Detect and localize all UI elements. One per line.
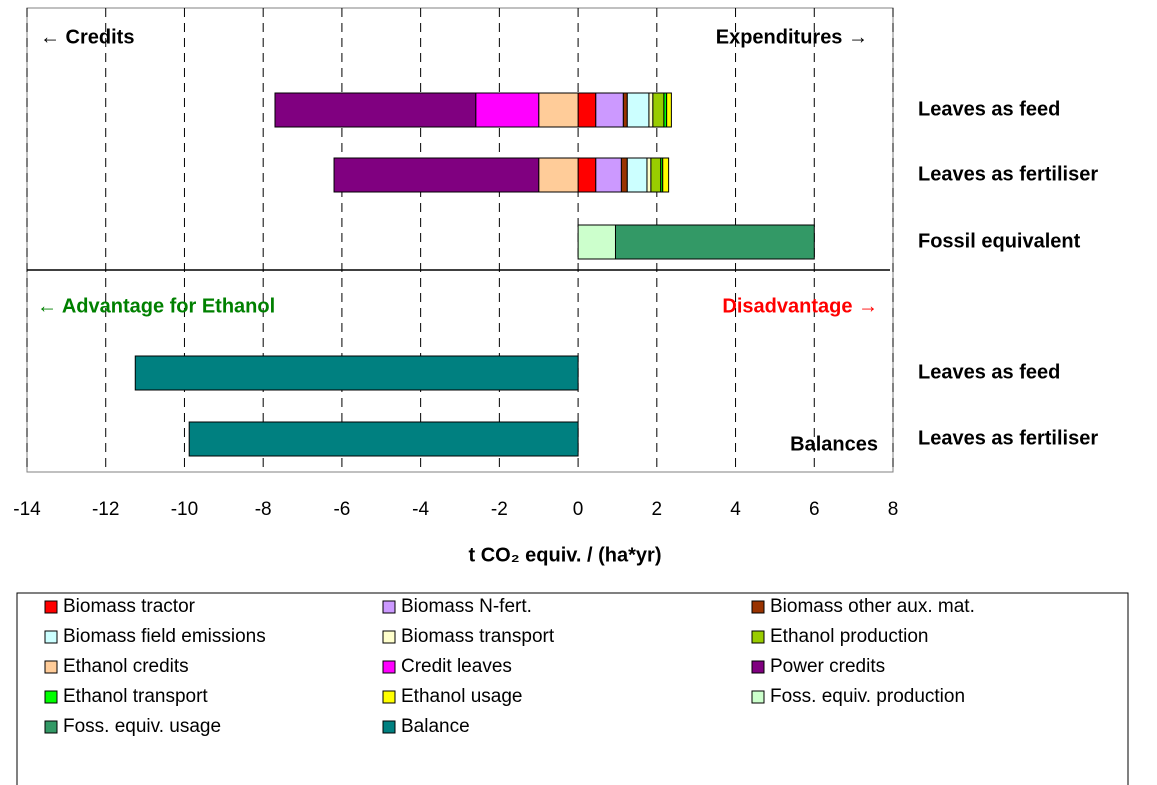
category-label: Leaves as fertiliser [918,427,1098,449]
bar-segment [274,92,477,128]
legend-marker [382,720,396,734]
legend-marker [382,600,396,614]
bar-segment [620,157,628,193]
legend-label: Biomass tractor [63,596,196,617]
x-tick-label: -8 [255,499,272,520]
category-label: Leaves as feed [918,98,1060,120]
legend-marker [751,630,765,644]
legend-label: Foss. equiv. production [770,686,965,707]
bar-segment [650,157,662,193]
legend-label: Biomass field emissions [63,626,266,647]
x-tick-label: -2 [491,499,508,520]
bar-segment [666,92,672,128]
x-tick-label: -6 [333,499,350,520]
legend-marker [382,630,396,644]
legend-label: Ethanol production [770,626,928,647]
bar-segment [662,157,670,193]
bar-segment [188,421,579,457]
bar-segment [475,92,540,128]
legend-marker [44,600,58,614]
bar-segment [333,157,540,193]
legend-label: Ethanol credits [63,656,189,677]
x-tick-label: 0 [573,499,584,520]
legend-label: Foss. equiv. usage [63,716,221,737]
legend-marker [44,690,58,704]
bar-segment [595,157,622,193]
annotation: Balances [790,433,878,455]
legend-marker [751,600,765,614]
bar-segment [595,92,624,128]
x-axis-label: t CO₂ equiv. / (ha*yr) [469,544,662,566]
x-tick-label: 6 [809,499,820,520]
legend-marker [44,660,58,674]
bar-segment [646,157,652,193]
bar-segment [652,92,665,128]
x-tick-label: -12 [92,499,119,520]
x-tick-label: 4 [730,499,741,520]
legend-label: Ethanol usage [401,686,523,707]
bar-segment [614,224,815,260]
x-tick-label: -4 [412,499,429,520]
x-tick-label: 2 [652,499,663,520]
legend-label: Ethanol transport [63,686,208,707]
legend-marker [44,630,58,644]
bar-segment [577,157,597,193]
legend-marker [751,660,765,674]
legend-marker [44,720,58,734]
legend-label: Power credits [770,656,885,677]
category-label: Fossil equivalent [918,230,1081,252]
annotation: ← Credits [40,26,134,48]
legend-label: Biomass N-fert. [401,596,532,617]
bar-segment [577,92,597,128]
legend-label: Biomass other aux. mat. [770,596,975,617]
legend-marker [751,690,765,704]
legend-label: Biomass transport [401,626,555,647]
bar-segment [134,355,579,391]
category-label: Leaves as feed [918,361,1060,383]
x-tick-label: 8 [888,499,899,520]
bar-segment [626,92,650,128]
annotation: Expenditures → [716,26,868,48]
bar-segment [648,92,654,128]
legend-box [16,592,1129,785]
bar-segment [538,92,579,128]
x-tick-label: -10 [171,499,198,520]
legend-label: Credit leaves [401,656,512,677]
legend-marker [382,660,396,674]
bar-segment [538,157,579,193]
bar-segment [577,224,616,260]
legend-marker [382,690,396,704]
bar-segment [626,157,648,193]
legend-label: Balance [401,716,470,737]
annotation: Disadvantage → [722,295,878,317]
annotation: ← Advantage for Ethanol [37,295,275,317]
x-tick-label: -14 [13,499,41,520]
category-label: Leaves as fertiliser [918,163,1098,185]
bar-segment [622,92,628,128]
